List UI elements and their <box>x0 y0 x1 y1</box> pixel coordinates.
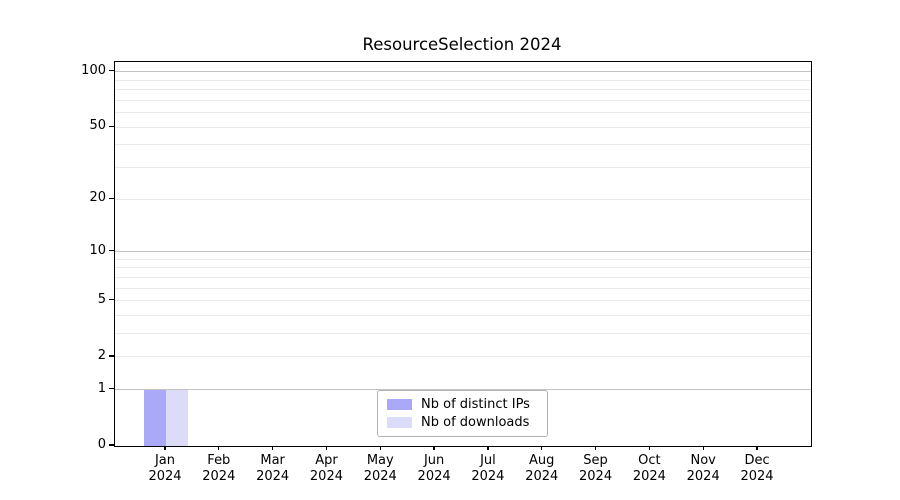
y-tick-label: 100 <box>81 62 106 78</box>
legend-row: Nb of downloads <box>387 415 538 430</box>
y-tick-mark <box>109 125 114 127</box>
x-tick-label-line: Sep <box>583 453 608 468</box>
y-tick-mark <box>109 444 114 446</box>
x-tick-label-line: Aug <box>529 453 555 468</box>
x-tick-label-line: 2024 <box>686 468 720 484</box>
chart-title: ResourceSelection 2024 <box>362 35 562 54</box>
x-tick-mark <box>218 446 220 450</box>
y-tick-mark <box>109 197 114 199</box>
minor-gridline <box>115 198 811 200</box>
x-tick-label-line: 2024 <box>148 468 182 484</box>
x-tick-label-line: 2024 <box>202 468 236 484</box>
minor-gridline <box>115 276 811 278</box>
x-tick-mark <box>164 446 166 450</box>
x-tick-label: Jan 2024 <box>133 453 197 484</box>
x-tick-label-line: 2024 <box>256 468 290 484</box>
x-tick-label-line: Jun <box>423 453 445 468</box>
minor-gridline <box>115 315 811 316</box>
minor-gridline <box>115 99 811 101</box>
x-tick-mark <box>541 446 543 450</box>
y-tick-mark <box>109 299 114 301</box>
minor-gridline <box>115 258 811 260</box>
y-tick-label: 1 <box>97 380 106 396</box>
y-tick-label: 20 <box>89 190 106 206</box>
major-gridline <box>115 389 811 391</box>
x-tick-label-line: 2024 <box>740 468 774 484</box>
x-tick-label: Dec 2024 <box>725 453 789 484</box>
x-tick-label: Mar 2024 <box>241 453 305 484</box>
x-tick-label-line: 2024 <box>417 468 451 484</box>
x-tick-label-line: Nov <box>690 453 716 468</box>
legend-label: Nb of downloads <box>421 414 530 430</box>
x-tick-label-line: 2024 <box>471 468 505 484</box>
major-gridline <box>115 251 811 253</box>
x-tick-mark <box>379 446 381 450</box>
legend-swatch <box>387 416 412 428</box>
x-tick-label: Feb 2024 <box>187 453 251 484</box>
x-tick-label-line: 2024 <box>363 468 397 484</box>
x-tick-label-line: 2024 <box>579 468 613 484</box>
minor-gridline <box>115 167 811 169</box>
x-tick-label-line: May <box>366 453 394 468</box>
x-tick-mark <box>702 446 704 450</box>
y-tick-mark <box>109 249 114 252</box>
x-tick-label-line: Jan <box>154 453 176 468</box>
minor-gridline <box>115 112 811 114</box>
bar-distinct-ips <box>144 389 166 446</box>
bar-downloads <box>166 389 188 446</box>
x-tick-label: Nov 2024 <box>671 453 735 484</box>
x-tick-label: Jun 2024 <box>402 453 466 484</box>
x-tick-label: May 2024 <box>348 453 412 484</box>
minor-gridline <box>115 89 811 91</box>
minor-gridline <box>115 356 811 358</box>
y-tick-label: 2 <box>97 347 106 363</box>
x-tick-label: Sep 2024 <box>564 453 628 484</box>
minor-gridline <box>115 300 811 302</box>
x-tick-label-line: Dec <box>744 453 770 468</box>
legend: Nb of distinct IPs Nb of downloads <box>377 390 548 437</box>
x-tick-mark <box>433 446 435 450</box>
minor-gridline <box>115 79 811 81</box>
x-tick-label: Aug 2024 <box>510 453 574 484</box>
y-tick-mark <box>109 70 114 72</box>
x-tick-mark <box>648 446 651 450</box>
minor-gridline <box>115 287 811 289</box>
x-tick-label-line: 2024 <box>525 468 559 484</box>
y-tick-mark <box>109 388 114 390</box>
x-tick-label-line: Oct <box>638 453 661 468</box>
x-tick-mark <box>271 446 274 450</box>
minor-gridline <box>115 144 811 146</box>
minor-gridline <box>115 126 811 128</box>
y-tick-mark <box>109 355 114 357</box>
x-tick-label-line: 2024 <box>309 468 343 484</box>
major-gridline <box>115 71 811 73</box>
x-tick-mark <box>756 446 758 450</box>
x-tick-mark <box>594 446 597 450</box>
y-tick-label: 10 <box>89 242 106 258</box>
minor-gridline <box>115 267 811 269</box>
x-tick-mark <box>487 446 489 450</box>
x-tick-label-line: Feb <box>207 453 231 468</box>
y-tick-label: 0 <box>97 437 106 452</box>
plot-area <box>114 61 812 447</box>
legend-label: Nb of distinct IPs <box>421 397 530 413</box>
x-tick-label-line: Apr <box>315 453 338 468</box>
x-tick-mark <box>325 446 328 450</box>
legend-row: Nb of distinct IPs <box>387 397 538 412</box>
x-tick-label-line: 2024 <box>632 468 666 484</box>
x-tick-label: Oct 2024 <box>617 453 681 484</box>
x-tick-label: Jul 2024 <box>456 453 520 484</box>
minor-gridline <box>115 333 811 335</box>
y-tick-label: 5 <box>97 291 106 307</box>
x-tick-label: Apr 2024 <box>294 453 358 484</box>
x-tick-label-line: Jul <box>480 453 496 468</box>
y-tick-label: 50 <box>89 118 106 134</box>
x-tick-label-line: Mar <box>260 453 285 468</box>
legend-swatch <box>387 399 412 411</box>
